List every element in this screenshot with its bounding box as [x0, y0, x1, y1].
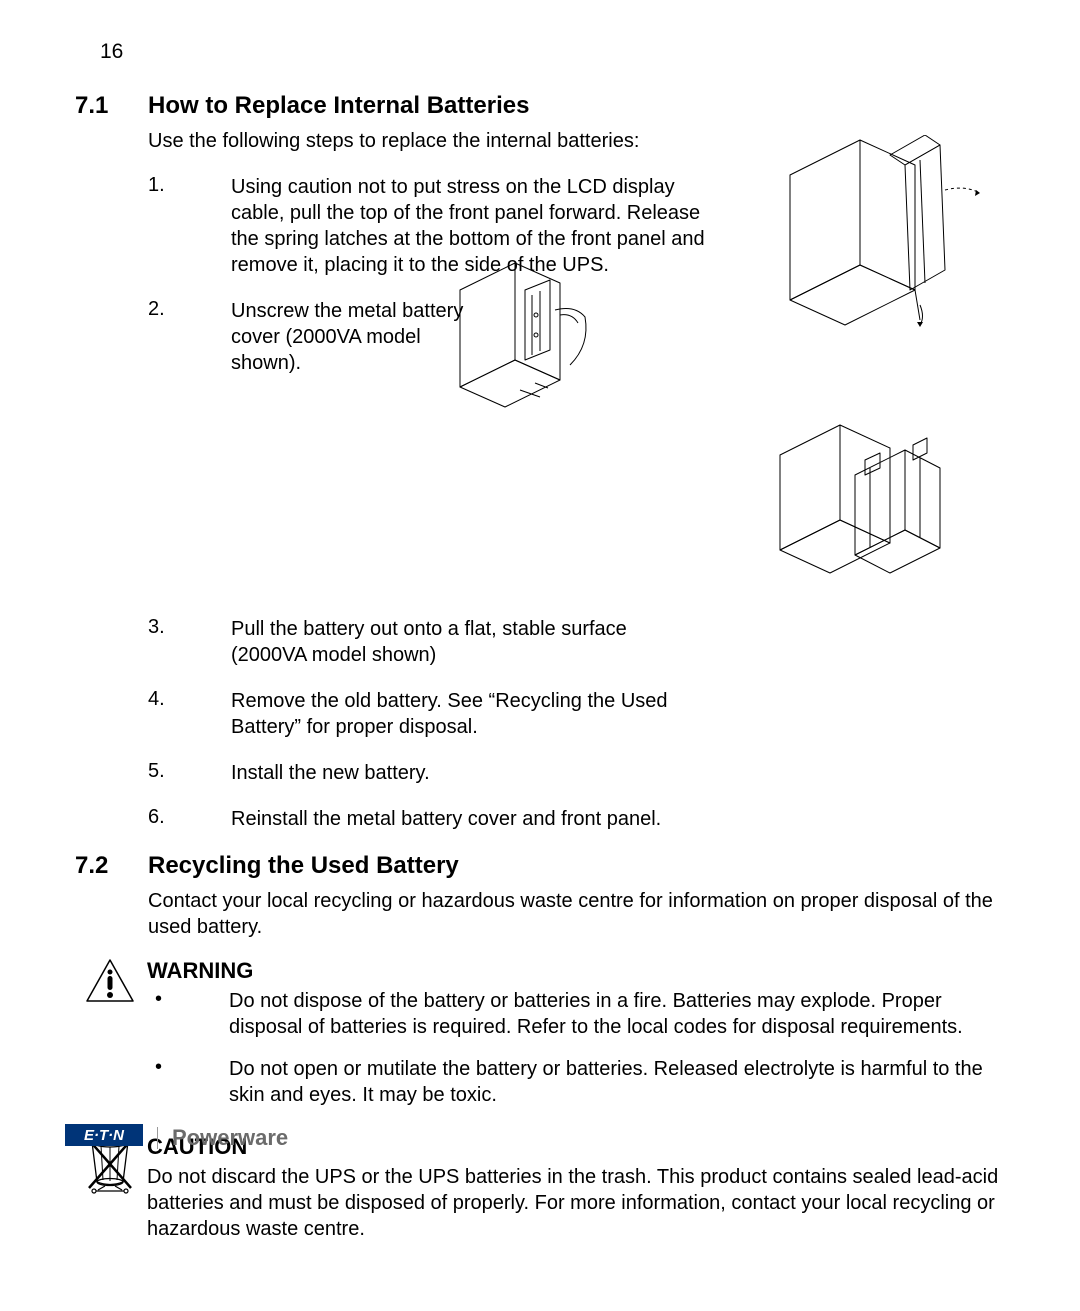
caution-text: Do not discard the UPS or the UPS batter…	[147, 1164, 1005, 1242]
section-7-2-title: Recycling the Used Battery	[148, 852, 459, 880]
step-4-text: Remove the old battery. See “Recycling t…	[231, 688, 671, 740]
trash-crossed-icon	[85, 1134, 147, 1252]
section-7-1-title: How to Replace Internal Batteries	[148, 92, 529, 120]
bullet-dot-icon: •	[147, 988, 229, 1040]
warning-title: WARNING	[147, 958, 1005, 984]
step-3: 3. Pull the battery out onto a flat, sta…	[148, 616, 1005, 668]
step-5: 5. Install the new battery.	[148, 760, 1005, 786]
footer-divider	[157, 1127, 158, 1149]
section-7-2-heading: 7.2 Recycling the Used Battery	[75, 852, 1005, 880]
figure-step-1	[770, 135, 990, 335]
step-6: 6. Reinstall the metal battery cover and…	[148, 806, 1005, 832]
warning-bullet-1-text: Do not dispose of the battery or batteri…	[229, 988, 1005, 1040]
section-7-2-intro: Contact your local recycling or hazardou…	[148, 888, 1005, 940]
step-1-num: 1.	[148, 174, 231, 278]
warning-block: WARNING • Do not dispose of the battery …	[85, 958, 1005, 1124]
eaton-logo: E·T·N	[65, 1124, 143, 1151]
warning-icon	[85, 958, 147, 1124]
step-2-num: 2.	[148, 298, 231, 376]
warning-bullet-2: • Do not open or mutilate the battery or…	[147, 1056, 1005, 1108]
warning-bullet-2-text: Do not open or mutilate the battery or b…	[229, 1056, 1005, 1108]
footer: E·T·N Powerware	[65, 1124, 288, 1151]
figure-step-3	[765, 420, 955, 580]
section-7-1-num: 7.1	[75, 92, 148, 120]
step-3-num: 3.	[148, 616, 231, 668]
warning-bullet-1: • Do not dispose of the battery or batte…	[147, 988, 1005, 1040]
step-5-text: Install the new battery.	[231, 760, 430, 786]
figure-step-2	[450, 255, 620, 410]
step-5-num: 5.	[148, 760, 231, 786]
section-7-1-heading: 7.1 How to Replace Internal Batteries	[75, 92, 1005, 120]
footer-brand: Powerware	[172, 1125, 288, 1151]
step-4: 4. Remove the old battery. See “Recyclin…	[148, 688, 1005, 740]
caution-block: CAUTION Do not discard the UPS or the UP…	[85, 1134, 1005, 1252]
step-4-num: 4.	[148, 688, 231, 740]
section-7-2-num: 7.2	[75, 852, 148, 880]
step-3-text: Pull the battery out onto a flat, stable…	[231, 616, 671, 668]
svg-text:E·T·N: E·T·N	[84, 1127, 125, 1144]
step-2-text: Unscrew the metal battery cover (2000VA …	[231, 298, 471, 376]
bullet-dot-icon: •	[147, 1056, 229, 1108]
step-6-num: 6.	[148, 806, 231, 832]
step-6-text: Reinstall the metal battery cover and fr…	[231, 806, 661, 832]
page-number: 16	[100, 40, 1005, 64]
